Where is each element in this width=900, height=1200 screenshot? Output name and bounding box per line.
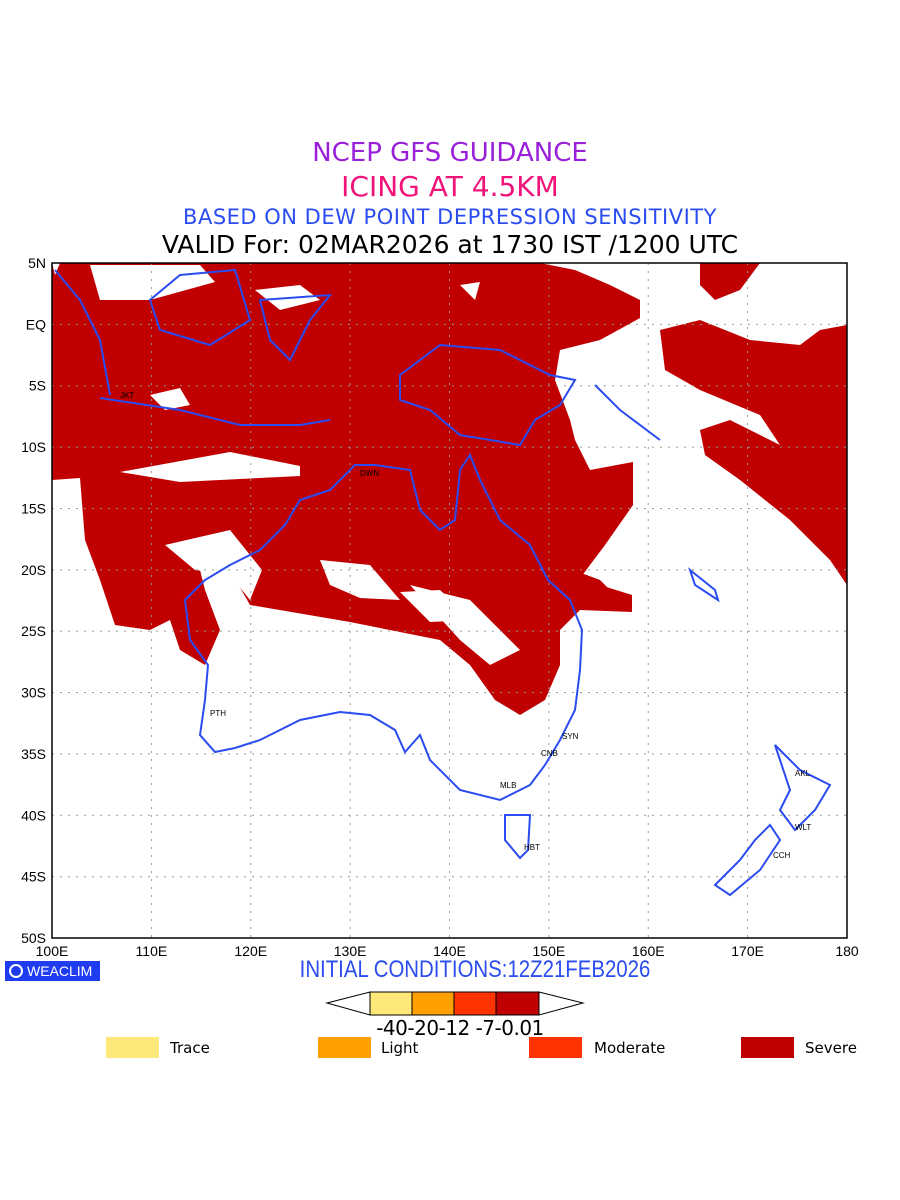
legend-swatch-trace [106, 1037, 159, 1058]
lon-label: 170E [731, 943, 764, 959]
legend-label-light: Light [381, 1039, 419, 1057]
lon-label: 150E [533, 943, 566, 959]
legend-label-trace: Trace [170, 1039, 210, 1057]
lat-label: 10S [21, 439, 46, 455]
severe-region-northeast [700, 263, 760, 300]
coast-nz-north [774, 744, 832, 832]
city-label-cnb: CNB [541, 749, 558, 758]
lon-label: 100E [36, 943, 69, 959]
title-product: ICING AT 4.5KM [341, 170, 559, 203]
weaclim-logo: WEACLIM [5, 961, 100, 981]
lat-label: 5S [29, 378, 46, 394]
coast-sulawesi [258, 293, 333, 362]
legend-label-moderate: Moderate [594, 1039, 666, 1057]
city-label-pth: PTH [210, 709, 226, 718]
colorbar-ticks: -40-20-12 -7-0.01 [376, 1016, 544, 1040]
lon-label: 130E [334, 943, 367, 959]
colorbar-high-arrow [538, 991, 585, 1016]
legend-swatch-severe [741, 1037, 794, 1058]
lon-label: 120E [234, 943, 267, 959]
city-label-cch: CCH [773, 851, 791, 860]
initial-conditions: INITIAL CONDITIONS:12Z21FEB2026 [299, 956, 651, 983]
coast-java [99, 397, 331, 426]
title-method: BASED ON DEW POINT DEPRESSION SENSITIVIT… [183, 205, 717, 229]
lat-label: 25S [21, 623, 46, 639]
clear-holes [52, 263, 520, 665]
copyright-icon [9, 964, 23, 978]
colorbar-moderate [453, 991, 497, 1016]
lat-label: 50S [21, 930, 46, 946]
icing-map: JKT DWN PTH SYN CNB MLB HBT AKL WLT CCH 5N EQ 5S 10S… [21, 255, 859, 959]
city-label-syn: SYN [562, 732, 579, 741]
city-label-mlb: MLB [500, 781, 516, 790]
lon-label: 140E [433, 943, 466, 959]
legend-swatch-light [318, 1037, 371, 1058]
lat-label: 30S [21, 685, 46, 701]
legend-label-severe: Severe [805, 1039, 857, 1057]
severe-region-tail [560, 565, 620, 605]
severe-region-east [660, 320, 847, 585]
coastlines [54, 268, 832, 897]
lon-label: 160E [632, 943, 665, 959]
city-label-hbt: HBT [524, 843, 540, 852]
coast-borneo [148, 268, 252, 347]
colorbar-low-arrow [325, 991, 371, 1016]
lat-label: 20S [21, 562, 46, 578]
title-model: NCEP GFS GUIDANCE [312, 138, 588, 168]
city-labels: JKT DWN PTH SYN CNB MLB HBT AKL WLT CCH [120, 391, 811, 860]
colorbar [325, 991, 585, 1016]
brand-label: WEACLIM [27, 963, 93, 979]
colorbar-trace [369, 991, 413, 1016]
city-label-akl: AKL [795, 769, 811, 778]
lat-label: 5N [28, 255, 46, 271]
legend-swatch-moderate [529, 1037, 582, 1058]
title-valid-time: VALID For: 02MAR2026 at 1730 IST /1200 U… [161, 230, 739, 259]
city-label-jkt: JKT [120, 391, 134, 400]
coast-new-caledonia [687, 567, 720, 603]
city-label-dwn: DWN [360, 469, 379, 478]
map-frame [51, 262, 848, 939]
colorbar-severe [495, 991, 540, 1016]
lat-label: EQ [26, 316, 46, 332]
lat-label: 15S [21, 500, 46, 516]
coast-sumatra [54, 269, 111, 396]
coast-solomons [594, 384, 661, 441]
lon-label: 110E [136, 943, 168, 959]
severe-icing-regions [52, 263, 847, 715]
severe-region-main [52, 263, 640, 715]
coast-tasmania [504, 814, 532, 860]
city-label-wlt: WLT [795, 823, 811, 832]
colorbar-light [411, 991, 455, 1016]
coast-nz-south [713, 823, 782, 897]
lon-label: 180 [835, 943, 859, 959]
lat-label: 40S [21, 807, 46, 823]
coast-australia [183, 452, 584, 802]
lat-label: 45S [21, 869, 46, 885]
coast-new-guinea [399, 343, 577, 447]
lat-label: 35S [21, 746, 46, 762]
